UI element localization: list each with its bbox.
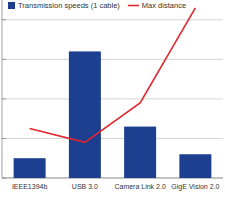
y-tick <box>2 59 6 60</box>
plot-area <box>14 8 212 178</box>
grid-line <box>2 138 223 139</box>
bar <box>14 158 46 178</box>
y-tick <box>2 19 6 20</box>
bar <box>179 154 211 178</box>
bar <box>124 127 156 178</box>
grid-line <box>2 98 223 99</box>
y-axis-line <box>2 0 3 178</box>
legend-swatch <box>128 5 139 7</box>
x-tick-label: IEEE1394b <box>12 183 48 190</box>
x-tick-label: Camera Link 2.0 <box>114 183 165 190</box>
chart-svg: IEEE1394b USB 3.0 Camera Link 2.0 GigE Visi… <box>0 0 225 200</box>
y-tick <box>2 98 6 99</box>
y-tick <box>2 138 6 139</box>
line <box>30 8 196 142</box>
x-tick-label: USB 3.0 <box>72 183 98 190</box>
legend-swatch <box>8 2 15 9</box>
legend-label: Transmission speeds (1 cable) <box>18 1 120 10</box>
x-tick-label: GigE Vision 2.0 <box>171 183 219 191</box>
legend-label: Max distance <box>142 1 186 10</box>
grid-line <box>2 19 223 20</box>
bar <box>69 51 101 178</box>
grid-line <box>2 59 223 60</box>
chart: IEEE1394b USB 3.0 Camera Link 2.0 GigE Visi… <box>0 0 225 200</box>
